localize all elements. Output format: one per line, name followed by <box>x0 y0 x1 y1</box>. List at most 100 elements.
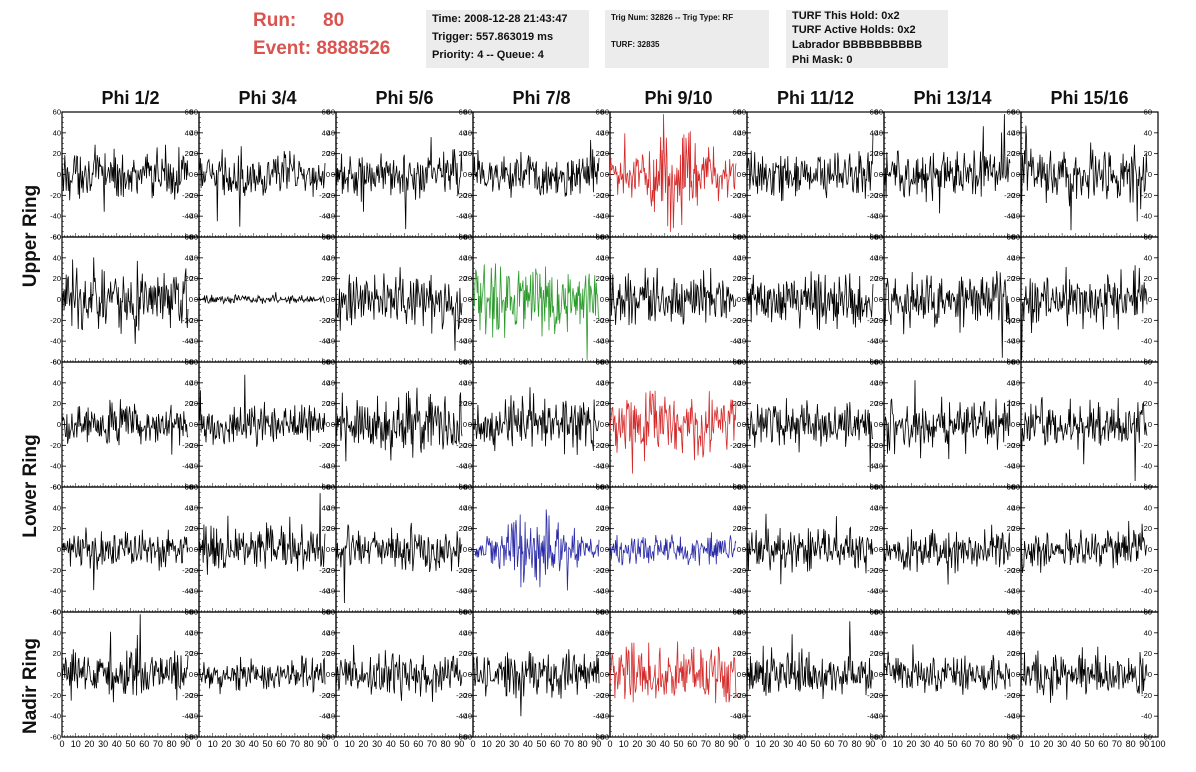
y-tick-label: -60 <box>50 483 61 492</box>
y-tick-label: 0 <box>1016 670 1020 679</box>
y-tick-label-right: 40 <box>1007 128 1015 137</box>
y-tick-label: 40 <box>875 503 883 512</box>
column-header-phi-13-14: Phi 13/14 <box>913 88 992 108</box>
x-tick-label: 50 <box>536 739 546 749</box>
y-tick-label: 0 <box>331 295 335 304</box>
run-line: Run: 80 <box>253 10 344 32</box>
column-header-phi-15-16: Phi 15/16 <box>1050 88 1129 108</box>
y-tick-label-right: 20 <box>733 649 741 658</box>
y-tick-label: 20 <box>875 274 883 283</box>
y-tick-label: 40 <box>1012 503 1020 512</box>
x-tick-label: 10 <box>619 739 629 749</box>
y-tick-label-right: -60 <box>182 733 193 742</box>
waveform-trace <box>883 380 1011 460</box>
y-tick-label-right: -40 <box>319 337 330 346</box>
y-tick-label-right: -40 <box>319 712 330 721</box>
y-tick-label: 0 <box>468 420 472 429</box>
y-tick-label: -40 <box>872 212 883 221</box>
y-tick-label-right: 60 <box>459 608 467 617</box>
y-tick-label: 0 <box>468 295 472 304</box>
y-tick-label: 60 <box>190 233 198 242</box>
x-tick-label: 60 <box>139 739 149 749</box>
y-tick-label: 0 <box>468 170 472 179</box>
y-tick-label: -40 <box>872 712 883 721</box>
y-tick-label-right: 0 <box>463 545 467 554</box>
y-tick-label: 0 <box>742 420 746 429</box>
y-tick-label: -20 <box>324 566 335 575</box>
y-tick-label: 60 <box>53 358 61 367</box>
y-tick-label: 20 <box>464 649 472 658</box>
y-tick-label-right: 60 <box>733 358 741 367</box>
y-tick-label-right: 20 <box>870 399 878 408</box>
waveform-trace <box>609 114 737 232</box>
y-tick-label: 40 <box>738 128 746 137</box>
y-tick-label-right: 0 <box>874 420 878 429</box>
waveform-trace <box>335 137 463 230</box>
y-tick-label: 40 <box>601 503 609 512</box>
y-tick-label-right: 0 <box>874 545 878 554</box>
y-tick-label-right: -40 <box>1004 462 1015 471</box>
y-tick-label-right: 0 <box>1011 420 1015 429</box>
y-tick-label: -20 <box>598 316 609 325</box>
y-tick-label-right: -20 <box>1004 191 1015 200</box>
y-tick-label-right: 0 <box>737 170 741 179</box>
y-tick-label: 60 <box>601 233 609 242</box>
x-tick-label: 0 <box>470 739 475 749</box>
y-tick-label-right: 40 <box>1144 128 1152 137</box>
y-tick-label: 20 <box>53 274 61 283</box>
y-tick-label: 40 <box>327 378 335 387</box>
waveform-trace <box>61 257 189 344</box>
y-tick-label-right: -40 <box>867 212 878 221</box>
y-tick-label-right: -40 <box>730 337 741 346</box>
y-tick-label-right: 60 <box>596 358 604 367</box>
y-tick-label: 0 <box>194 545 198 554</box>
y-tick-label-right: 0 <box>326 545 330 554</box>
y-tick-label-right: -20 <box>730 191 741 200</box>
y-tick-label-right: 40 <box>596 253 604 262</box>
y-tick-label-right: 20 <box>459 149 467 158</box>
y-tick-label-right: -40 <box>1004 212 1015 221</box>
y-tick-label: 0 <box>605 295 609 304</box>
y-tick-label-right: 0 <box>326 670 330 679</box>
waveform-trace <box>335 267 463 351</box>
y-tick-label: -20 <box>872 191 883 200</box>
y-tick-label: -40 <box>50 587 61 596</box>
x-tick-label: 90 <box>1002 739 1012 749</box>
trig-num-text: Trig Num: 32826 -- Trig Type: RF <box>611 13 734 22</box>
y-tick-label-right: 20 <box>1007 524 1015 533</box>
y-tick-label-right: 0 <box>600 545 604 554</box>
x-tick-label: 10 <box>482 739 492 749</box>
y-tick-label-right: 20 <box>185 149 193 158</box>
event-value: 8888526 <box>316 38 391 59</box>
y-tick-label-right: 20 <box>1144 274 1152 283</box>
y-tick-label: 60 <box>190 108 198 117</box>
y-tick-label-right: -20 <box>182 566 193 575</box>
x-tick-label: 0 <box>59 739 64 749</box>
y-tick-label-right: 20 <box>596 524 604 533</box>
y-tick-label-right: -20 <box>593 191 604 200</box>
y-tick-label: -40 <box>735 212 746 221</box>
y-tick-label: -20 <box>50 566 61 575</box>
y-tick-label-right: 40 <box>322 503 330 512</box>
y-tick-label: 40 <box>738 503 746 512</box>
y-tick-label-right: -40 <box>1004 712 1015 721</box>
y-tick-label: -40 <box>187 212 198 221</box>
x-tick-label: 90 <box>1139 739 1149 749</box>
y-tick-label-right: 40 <box>459 503 467 512</box>
y-tick-label: 40 <box>327 628 335 637</box>
y-tick-label: -40 <box>187 712 198 721</box>
x-tick-label: 80 <box>989 739 999 749</box>
waveform-trace <box>472 139 600 198</box>
y-tick-label-right: 0 <box>1148 170 1152 179</box>
y-tick-label-right: 60 <box>459 233 467 242</box>
